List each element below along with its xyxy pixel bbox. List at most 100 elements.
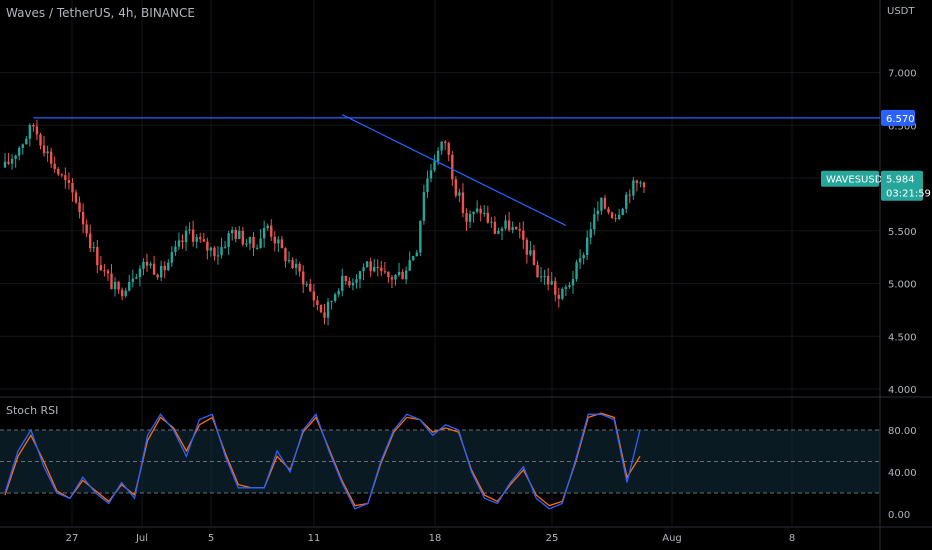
candle-body: [518, 229, 521, 231]
candle-body: [302, 271, 305, 285]
candle-body: [167, 262, 170, 271]
candle-body: [145, 261, 149, 266]
candle-body: [472, 211, 475, 215]
candle-body: [479, 208, 482, 214]
candle-body: [397, 271, 401, 275]
candle-body: [74, 192, 78, 203]
candle-body: [635, 180, 639, 184]
candle-body: [319, 304, 323, 313]
candle-body: [206, 241, 209, 251]
candle-body: [330, 300, 333, 302]
candle-body: [270, 225, 273, 237]
candle-body: [351, 282, 355, 286]
candle-body: [628, 194, 631, 196]
candle-body: [177, 240, 181, 247]
candle-body: [440, 141, 443, 151]
candle-body: [170, 251, 174, 263]
candle-body: [106, 270, 110, 274]
candle-body: [135, 277, 138, 279]
candle-body: [120, 289, 124, 297]
candle-body: [46, 151, 49, 154]
candle-body: [163, 265, 166, 271]
time-tick-label: 25: [546, 533, 559, 544]
candle-body: [188, 229, 191, 231]
candle-body: [234, 230, 237, 239]
candle-body: [89, 233, 92, 249]
price-tick-label: 4.000: [888, 385, 917, 396]
countdown-label: 03:21:59: [886, 189, 931, 200]
candle-body: [252, 236, 255, 248]
candle-body: [81, 211, 85, 225]
candle-body: [369, 261, 372, 272]
candle-body: [390, 277, 394, 280]
candle-body: [60, 174, 63, 176]
candle-body: [138, 268, 142, 278]
candle-body: [241, 230, 245, 245]
candle-body: [493, 221, 497, 234]
horizontal-line-price-label: 6.570: [886, 114, 915, 125]
candle-body: [490, 221, 493, 223]
candle-body: [231, 230, 234, 234]
candle-body: [255, 247, 259, 249]
candle-body: [39, 134, 42, 146]
candle-body: [223, 246, 227, 248]
candle-body: [475, 208, 479, 212]
last-price-badge: [881, 170, 923, 201]
stoch-rsi-label[interactable]: Stoch RSI: [6, 404, 59, 417]
candle-body: [312, 291, 316, 301]
candle-body: [522, 230, 525, 240]
candle-body: [543, 275, 546, 277]
candle-body: [355, 279, 358, 283]
candle-body: [525, 239, 529, 255]
candle-body: [589, 229, 592, 238]
candle-body: [617, 214, 621, 219]
price-tick-label: 7.000: [888, 69, 917, 80]
candle-body: [486, 212, 489, 223]
candle-body: [380, 267, 383, 272]
candle-body: [199, 237, 202, 240]
candle-body: [422, 192, 426, 221]
last-price-label: 5.984: [886, 175, 915, 186]
candle-body: [287, 260, 291, 262]
candle-body: [500, 228, 504, 231]
candle-body: [511, 226, 514, 231]
symbol-badge: [821, 170, 879, 187]
candle-body: [280, 239, 284, 249]
candle-body: [412, 256, 415, 261]
candle-body: [305, 283, 308, 285]
candle-body: [213, 247, 216, 257]
candle-body: [401, 271, 404, 280]
candle-body: [220, 247, 223, 256]
candle-body: [291, 260, 294, 268]
candle-body: [326, 301, 330, 318]
candle-body: [554, 281, 557, 295]
candle-body: [110, 273, 113, 290]
stoch-tick-label: 80.00: [888, 426, 917, 437]
candle-body: [582, 255, 585, 259]
candle-body: [568, 285, 571, 287]
candle-body: [333, 294, 337, 301]
candle-body: [358, 271, 362, 280]
candle-body: [596, 210, 600, 215]
candle-body: [404, 270, 408, 280]
candle-body: [152, 263, 156, 275]
candle-body: [546, 275, 550, 285]
candle-body: [245, 243, 248, 245]
candle-body: [309, 283, 312, 292]
candle-body: [408, 260, 411, 271]
candle-body: [586, 237, 589, 256]
candle-body: [483, 212, 486, 214]
candle-body: [515, 226, 518, 230]
price-tick-label: 5.000: [888, 280, 917, 291]
symbol-title[interactable]: Waves / TetherUS, 4h, BINANCE: [6, 6, 195, 20]
candle-body: [294, 263, 298, 268]
candle-body: [639, 182, 642, 184]
candle-body: [128, 281, 131, 291]
candle-body: [49, 151, 53, 164]
candle-body: [57, 169, 60, 175]
price-tick-label: 6.500: [888, 121, 917, 132]
candle-body: [387, 271, 390, 278]
candle-body: [209, 247, 213, 251]
